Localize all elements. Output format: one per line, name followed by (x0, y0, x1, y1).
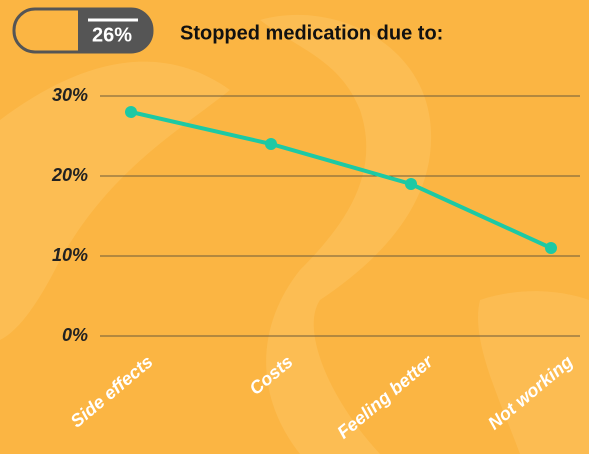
decor (0, 61, 230, 341)
decor (260, 14, 432, 454)
y-tick-label: 30% (52, 85, 88, 105)
chart-title: Stopped medication due to: (180, 22, 443, 44)
point (125, 106, 137, 118)
line (130, 110, 552, 250)
y-tick-label: 0% (62, 325, 88, 345)
y-tick-label: 10% (52, 245, 88, 265)
point (545, 242, 557, 254)
y-tick-label: 20% (51, 165, 88, 185)
badge-text: 26% (92, 24, 132, 46)
point (405, 178, 417, 190)
decor (478, 291, 589, 454)
point (265, 138, 277, 150)
